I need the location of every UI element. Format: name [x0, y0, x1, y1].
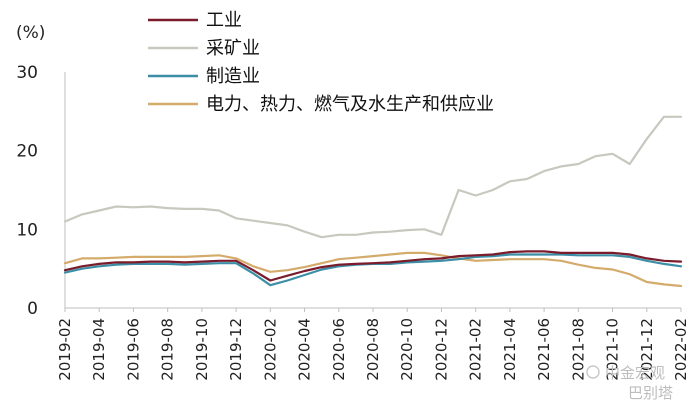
x-tick-label: 2019-02 [56, 318, 74, 381]
series-line-1 [63, 115, 683, 239]
y-tick-label: 0 [27, 299, 38, 319]
x-tick-label: 2019-10 [193, 318, 211, 381]
y-tick-label: 20 [16, 142, 38, 162]
y-tick-label: 30 [16, 63, 38, 83]
series-line-2 [63, 253, 683, 287]
x-tick-label: 2020-12 [432, 318, 450, 381]
x-tick-label: 2021-02 [467, 318, 485, 381]
x-tick-label: 2021-10 [604, 318, 622, 381]
legend-label: 制造业 [206, 66, 260, 87]
series-line-0 [63, 250, 683, 282]
x-tick-label: 2019-06 [124, 318, 142, 381]
series-group [63, 115, 683, 288]
x-tick-label: 2019-04 [90, 318, 108, 381]
x-tick-label: 2021-08 [569, 318, 587, 381]
x-tick-label: 2020-08 [364, 318, 382, 381]
x-tick-label: 2021-12 [638, 318, 656, 381]
x-tick-label: 2020-06 [330, 318, 348, 381]
x-tick-label: 2021-06 [535, 318, 553, 381]
series-line-3 [63, 251, 683, 288]
y-axis: 0 10 20 30 [16, 63, 66, 319]
watermark-line2: 巴别塔 [628, 384, 673, 402]
y-axis-unit-label: (%) [16, 23, 45, 43]
y-tick-label: 10 [16, 220, 38, 240]
watermark-line1: 中金宏观 [605, 364, 665, 382]
x-tick-label: 2019-08 [159, 318, 177, 381]
wechat-icon [586, 365, 600, 379]
x-tick-label: 2021-04 [501, 318, 519, 381]
x-tick-label: 2019-12 [227, 318, 245, 381]
legend-label: 工业 [206, 10, 242, 31]
x-axis: 2019-02 2019-04 2019-06 2019-08 2019-10 2019-… [56, 307, 690, 381]
x-tick-label: 2022-02 [672, 318, 690, 381]
x-tick-label: 2020-04 [296, 318, 314, 381]
legend-label: 采矿业 [206, 38, 260, 59]
x-tick-label: 2020-10 [398, 318, 416, 381]
x-tick-label: 2020-02 [261, 318, 279, 381]
watermark: 中金宏观 巴别塔 [586, 364, 673, 402]
legend-label: 电力、热力、燃气及水生产和供应业 [206, 94, 494, 115]
